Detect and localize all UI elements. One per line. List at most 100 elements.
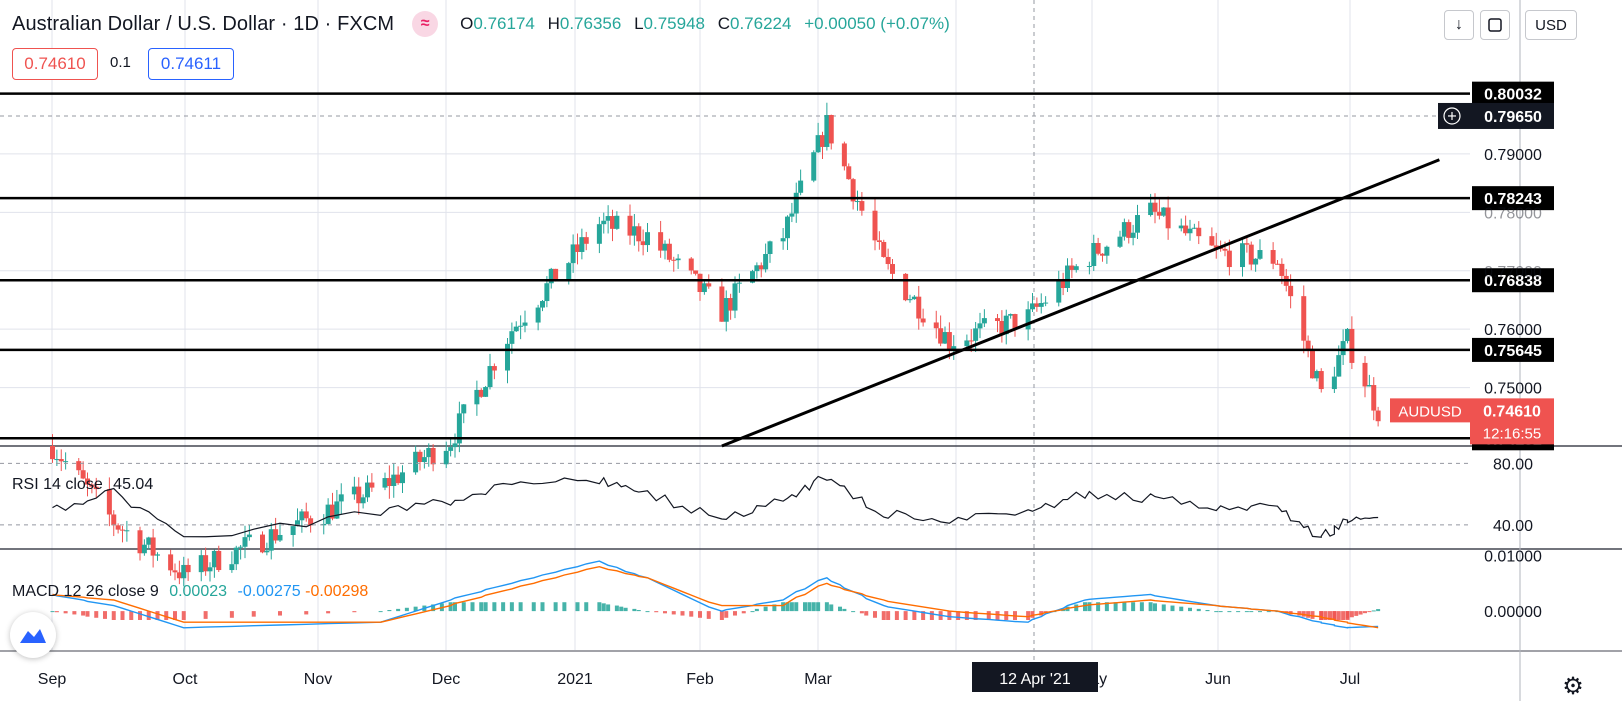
arrow-down-icon[interactable]: ↓ bbox=[1444, 10, 1474, 40]
candle-body bbox=[518, 325, 524, 327]
macd-histogram-bar bbox=[873, 611, 877, 618]
trendline-segment bbox=[721, 158, 1440, 448]
fxcm-logo-icon: ≈ bbox=[412, 11, 439, 37]
candle-body bbox=[583, 237, 589, 244]
candle-body bbox=[846, 166, 852, 180]
time-axis-label: Jun bbox=[1205, 671, 1231, 688]
candle-body bbox=[238, 546, 244, 548]
symbol-title[interactable]: Australian Dollar / U.S. Dollar · 1D · F… bbox=[12, 12, 395, 35]
macd-histogram-bar bbox=[1341, 611, 1346, 620]
candle-body bbox=[246, 534, 252, 538]
macd-histogram-bar bbox=[750, 611, 755, 613]
candle-body bbox=[1336, 355, 1342, 377]
fullscreen-icon[interactable] bbox=[1480, 10, 1510, 40]
candle-body bbox=[80, 470, 86, 479]
tradingview-logo-icon[interactable] bbox=[10, 612, 56, 658]
candle-body bbox=[146, 537, 152, 545]
macd-histogram-bar bbox=[1349, 611, 1354, 618]
macd-histogram-bar bbox=[470, 602, 475, 612]
ohlc-values: O0.76174 H0.76356 L0.75948 C0.76224 +0.0… bbox=[460, 14, 950, 33]
macd-histogram-bar bbox=[824, 602, 829, 612]
macd-histogram-value: 0.00023 bbox=[169, 583, 228, 600]
candle-body bbox=[417, 451, 423, 463]
add-alert-icon bbox=[1443, 107, 1461, 125]
macd-histogram-bar bbox=[50, 611, 55, 613]
buy-button[interactable]: 0.74611 bbox=[148, 48, 234, 80]
candle-body bbox=[1126, 222, 1132, 238]
candle-body bbox=[1248, 244, 1254, 265]
macd-histogram-bar bbox=[164, 611, 169, 620]
candle-body bbox=[386, 478, 392, 486]
candle-body bbox=[111, 514, 117, 526]
macd-legend[interactable]: MACD 12 26 close 9 0.00023 -0.00275 -0.0… bbox=[12, 583, 368, 601]
candle-body bbox=[334, 501, 340, 519]
macd-histogram-bar bbox=[1205, 610, 1210, 612]
candle-body bbox=[330, 504, 335, 519]
candle-body bbox=[1375, 410, 1381, 422]
macd-histogram-bar bbox=[501, 602, 506, 612]
settings-gear-icon[interactable]: ⚙ bbox=[1562, 673, 1584, 700]
candle-body bbox=[666, 243, 672, 260]
candle-body bbox=[697, 273, 703, 293]
macd-histogram-bar bbox=[1323, 611, 1328, 620]
candle-body bbox=[907, 299, 913, 301]
macd-histogram-bar bbox=[326, 611, 331, 614]
candle-body bbox=[400, 472, 405, 484]
macd-histogram-bar bbox=[1336, 611, 1341, 620]
candle-body bbox=[242, 537, 248, 547]
price-axis-label: 0.78000 bbox=[1484, 205, 1542, 222]
candle-body bbox=[172, 570, 178, 573]
trendline[interactable] bbox=[721, 158, 1440, 448]
macd-histogram-bar bbox=[789, 602, 794, 612]
candle-body bbox=[1104, 246, 1110, 256]
candle-body bbox=[120, 529, 125, 531]
sell-button[interactable]: 0.74610 bbox=[12, 48, 98, 80]
time-axis[interactable]: SepOctNovDec2021FebMarMayJunJul12 Apr '2… bbox=[38, 662, 1360, 692]
time-axis-label: Sep bbox=[38, 671, 67, 688]
rsi-legend[interactable]: RSI 14 close 45.04 bbox=[12, 476, 153, 494]
candle-body bbox=[566, 263, 572, 282]
macd-histogram-bar bbox=[995, 611, 1000, 620]
rsi-pane: 80.00 40.00 bbox=[0, 456, 1533, 538]
candle-body bbox=[1310, 349, 1315, 379]
macd-histogram-bar bbox=[912, 611, 917, 620]
macd-histogram-bar bbox=[1354, 611, 1359, 616]
candle-body bbox=[1196, 227, 1202, 237]
candle-body bbox=[535, 307, 541, 323]
macd-histogram-bar bbox=[1227, 611, 1232, 613]
price-axis-label: 0.75000 bbox=[1484, 381, 1542, 398]
candle-body bbox=[1161, 207, 1167, 216]
candle-body bbox=[570, 244, 576, 264]
macd-histogram-bar bbox=[1188, 607, 1192, 612]
candle-body bbox=[54, 459, 60, 461]
time-axis-label: Oct bbox=[173, 671, 198, 688]
candle-body bbox=[1130, 232, 1136, 238]
macd-histogram-bar bbox=[155, 611, 160, 620]
level-label-bg bbox=[1472, 337, 1554, 362]
macd-histogram-bar bbox=[1328, 611, 1332, 620]
candle-body bbox=[299, 511, 305, 521]
currency-button[interactable]: USD bbox=[1525, 10, 1577, 40]
level-label: 0.78243 bbox=[1472, 186, 1554, 211]
candle-body bbox=[1012, 314, 1018, 330]
macd-histogram-bar bbox=[881, 611, 886, 620]
macd-histogram-bar bbox=[947, 611, 952, 620]
crosshair-date-bg bbox=[972, 662, 1098, 692]
rsi-value: 45.04 bbox=[113, 476, 154, 493]
candle-body bbox=[820, 135, 825, 147]
candle-body bbox=[1349, 328, 1355, 363]
candle-body bbox=[356, 486, 362, 504]
macd-histogram-bar bbox=[956, 611, 961, 620]
macd-signal-value: -0.00298 bbox=[305, 583, 369, 600]
candle-body bbox=[176, 572, 182, 579]
candle-body bbox=[1156, 211, 1162, 216]
candle-body bbox=[706, 283, 712, 287]
bar-countdown: 12:16:55 bbox=[1483, 425, 1541, 442]
macd-histogram-bar bbox=[654, 611, 659, 613]
candle-body bbox=[216, 550, 222, 571]
horizontal-levels[interactable]: 0.800320.782430.768380.756450.741320.796… bbox=[0, 81, 1554, 451]
macd-histogram-bar bbox=[1376, 609, 1381, 612]
candle-body bbox=[273, 529, 279, 541]
